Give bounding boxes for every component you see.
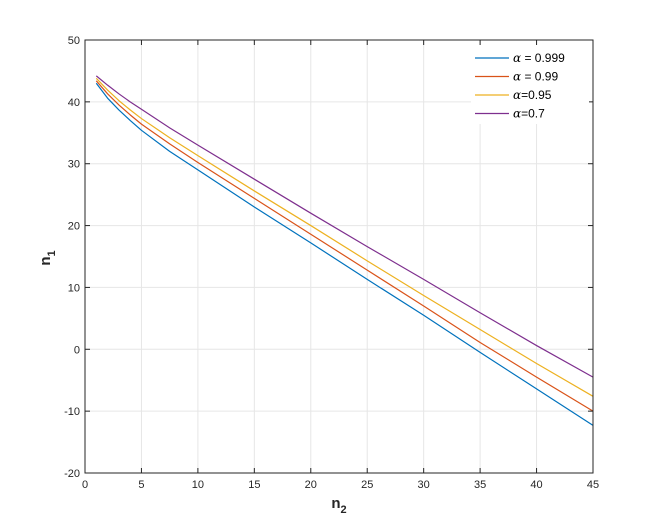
y-axis-label-subscript: 1 (46, 250, 58, 256)
x-tick-label: 25 (361, 479, 373, 491)
axis-ticks: 0 5 10 15 20 25 30 35 40 45 -20 -10 0 10 20 30 40 50 (64, 35, 599, 491)
y-tick-label: -20 (64, 468, 80, 480)
legend-alpha-symbol: α (513, 51, 521, 65)
y-axis-label: n1 (37, 250, 58, 265)
x-tick-label: 45 (587, 479, 599, 491)
legend-value-text: = 0.99 (521, 70, 558, 84)
x-tick-label: 10 (192, 479, 204, 491)
legend-label: α=0.7 (513, 107, 545, 121)
x-tick-label: 0 (82, 479, 88, 491)
series-line-3 (95, 77, 594, 397)
y-tick-label: 50 (68, 35, 80, 47)
series-line-1 (95, 82, 594, 426)
legend-alpha-symbol: α (513, 70, 521, 84)
x-tick-label: 40 (530, 479, 542, 491)
legend-item: α = 0.99 (475, 70, 558, 84)
x-axis-label-main: n (331, 495, 340, 512)
y-tick-label: -10 (64, 406, 80, 418)
legend-value-text: =0.95 (521, 88, 552, 102)
y-tick-label: 0 (74, 344, 80, 356)
legend-value-text: = 0.999 (521, 51, 565, 65)
x-tick-label: 15 (248, 479, 260, 491)
series-lines (95, 75, 594, 426)
x-axis-label-subscript: 2 (341, 504, 347, 516)
x-axis-label: n2 (331, 495, 346, 516)
y-tick-label: 30 (68, 159, 80, 171)
y-axis-label-main: n (37, 256, 54, 265)
legend-item: α = 0.999 (475, 51, 565, 65)
y-tick-label: 20 (68, 221, 80, 233)
legend-label: α = 0.999 (513, 51, 565, 65)
series-line-2 (95, 80, 594, 412)
x-tick-label: 20 (305, 479, 317, 491)
legend-value-text: =0.7 (521, 107, 545, 121)
x-tick-label: 35 (474, 479, 486, 491)
y-tick-label: 40 (68, 97, 80, 109)
legend-item: α=0.95 (475, 88, 552, 102)
x-tick-label: 5 (138, 479, 144, 491)
legend-label: α=0.95 (513, 88, 552, 102)
plot-area-border (84, 39, 594, 474)
legend-alpha-symbol: α (513, 107, 521, 121)
legend-alpha-symbol: α (513, 88, 521, 102)
legend-item: α=0.7 (475, 107, 545, 121)
legend-label: α = 0.99 (513, 70, 558, 84)
x-tick-label: 30 (418, 479, 430, 491)
y-tick-label: 10 (68, 282, 80, 294)
series-line-4 (95, 75, 594, 378)
